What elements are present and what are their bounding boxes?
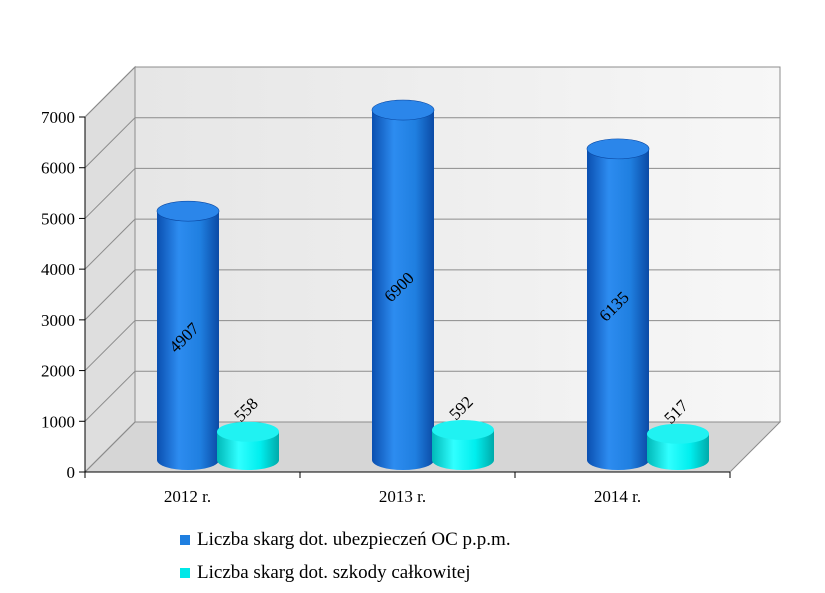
legend-item-szkoda: Liczba skarg dot. szkody całkowitej <box>180 560 511 586</box>
bar-cylinder: 517 <box>647 396 709 470</box>
bar-top <box>371 99 435 121</box>
legend-swatch-blue <box>180 535 190 545</box>
gridline-side <box>84 168 136 219</box>
y-tick-label: 1000 <box>41 412 75 431</box>
gridline-side <box>84 370 136 422</box>
y-tick-label: 7000 <box>41 108 75 127</box>
bar-top <box>432 419 494 440</box>
legend-label: Liczba skarg dot. ubezpieczeń OC p.p.m. <box>197 529 511 550</box>
bar-top <box>586 138 650 160</box>
bar-top <box>217 421 279 442</box>
back-wall <box>134 66 781 423</box>
x-tick-label: 2012 r. <box>164 487 211 506</box>
y-tick-label: 6000 <box>41 159 75 178</box>
gridline-side <box>84 320 136 371</box>
x-axis-categories: 2012 r. 2013 r. 2014 r. <box>84 472 731 506</box>
x-tick-label: 2013 r. <box>379 487 426 506</box>
gridline-side <box>84 421 136 473</box>
bar-body <box>372 110 434 471</box>
y-axis-ticks: 0 1000 2000 3000 4000 5000 6000 7000 <box>41 108 85 482</box>
x-tick-label: 2014 r. <box>594 487 641 506</box>
gridline-side <box>84 269 136 321</box>
bar-body <box>157 211 219 470</box>
bar-cylinder: 6135 <box>586 138 650 470</box>
bar-cylinder: 6900 <box>371 99 435 471</box>
legend-item-oc: Liczba skarg dot. ubezpieczeń OC p.p.m. <box>180 527 511 553</box>
bar-body <box>647 433 709 470</box>
legend: Liczba skarg dot. ubezpieczeń OC p.p.m. … <box>180 527 511 593</box>
bar-cylinder: 4907 <box>156 200 220 470</box>
y-tick-label: 2000 <box>41 362 75 381</box>
bar-body <box>432 429 494 470</box>
gridline-side <box>84 66 136 118</box>
y-tick-label: 4000 <box>41 260 75 279</box>
y-tick-label: 0 <box>67 463 76 482</box>
gridline-side <box>84 218 136 270</box>
bar-top <box>156 200 220 222</box>
bar-body <box>217 431 279 470</box>
y-tick-label: 5000 <box>41 209 75 228</box>
side-wall <box>84 65 136 474</box>
bar-top <box>647 423 709 444</box>
gridline-side <box>84 117 136 169</box>
legend-label: Liczba skarg dot. szkody całkowitej <box>197 562 471 583</box>
axes <box>84 117 730 473</box>
bar-body <box>587 148 649 470</box>
legend-swatch-cyan <box>180 568 190 578</box>
y-tick-label: 3000 <box>41 311 75 330</box>
